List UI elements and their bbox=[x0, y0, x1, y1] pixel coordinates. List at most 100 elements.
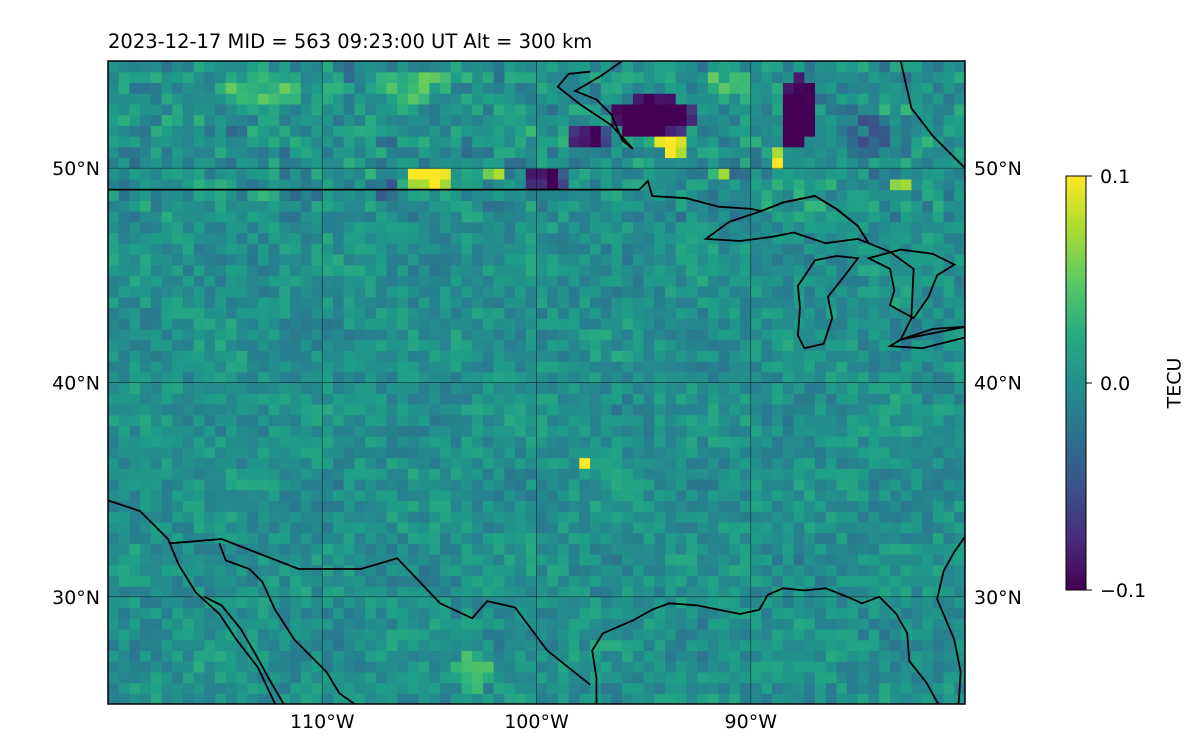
tec-cell bbox=[129, 468, 141, 480]
tec-cell bbox=[750, 607, 763, 619]
tec-cell bbox=[354, 446, 366, 459]
tec-cell bbox=[268, 61, 280, 73]
tec-cell bbox=[782, 328, 795, 341]
tec-cell bbox=[108, 211, 120, 223]
tec-cell bbox=[643, 682, 655, 694]
tec-cell bbox=[579, 682, 591, 694]
tec-cell bbox=[600, 243, 613, 255]
tec-cell bbox=[750, 553, 763, 566]
tec-cell bbox=[257, 168, 270, 180]
tec-cell bbox=[922, 414, 934, 426]
tec-cell bbox=[118, 607, 131, 619]
tec-cell bbox=[440, 468, 452, 480]
tec-cell bbox=[536, 489, 548, 501]
tec-cell bbox=[279, 500, 291, 512]
tec-cell bbox=[332, 639, 345, 652]
tec-cell bbox=[718, 446, 730, 459]
tec-cell bbox=[611, 618, 623, 630]
tec-cell bbox=[418, 103, 430, 116]
tec-cell bbox=[386, 93, 398, 105]
tec-cell bbox=[654, 296, 666, 309]
tec-cell bbox=[161, 618, 173, 630]
tec-cell bbox=[236, 178, 248, 191]
tec-cell bbox=[825, 296, 838, 309]
tec-cell bbox=[461, 275, 473, 287]
tec-cell bbox=[804, 489, 816, 501]
tec-cell bbox=[579, 286, 591, 298]
tec-cell bbox=[290, 328, 302, 341]
tec-cell bbox=[450, 436, 463, 448]
tec-cell bbox=[440, 168, 452, 180]
tec-cell bbox=[772, 575, 784, 587]
tec-cell bbox=[643, 575, 655, 587]
tec-cell bbox=[900, 596, 913, 609]
tec-cell bbox=[204, 328, 216, 341]
tec-cell bbox=[611, 61, 623, 73]
tec-cell bbox=[900, 478, 913, 491]
tec-cell bbox=[290, 511, 302, 523]
tec-cell bbox=[332, 221, 345, 234]
tec-cell bbox=[579, 361, 591, 373]
tec-cell bbox=[225, 607, 238, 619]
tec-grid bbox=[108, 61, 965, 704]
tec-cell bbox=[311, 328, 323, 341]
tec-cell bbox=[332, 693, 345, 704]
tec-cell bbox=[600, 500, 613, 512]
tec-cell bbox=[450, 478, 463, 491]
tec-cell bbox=[440, 178, 452, 191]
tec-cell bbox=[590, 339, 602, 351]
tec-cell bbox=[354, 339, 366, 351]
tec-cell bbox=[836, 71, 848, 84]
tec-cell bbox=[622, 468, 634, 480]
tec-cell bbox=[322, 296, 334, 309]
tec-cell bbox=[172, 511, 184, 523]
tec-cell bbox=[622, 275, 634, 287]
tec-cell bbox=[815, 403, 827, 416]
tec-cell bbox=[193, 296, 206, 309]
tec-cell bbox=[118, 553, 131, 566]
tec-cell bbox=[161, 628, 173, 641]
tec-cell bbox=[386, 71, 398, 84]
tec-cell bbox=[718, 93, 730, 105]
tec-cell bbox=[590, 425, 602, 437]
tec-cell bbox=[643, 543, 655, 555]
tec-cell bbox=[622, 103, 634, 116]
tec-cell bbox=[493, 232, 505, 244]
tec-cell bbox=[557, 189, 570, 201]
tec-cell bbox=[161, 328, 173, 341]
tec-cell bbox=[911, 425, 923, 437]
tec-cell bbox=[911, 71, 923, 84]
tec-cell bbox=[332, 361, 345, 373]
tec-cell bbox=[782, 575, 795, 587]
tec-cell bbox=[890, 596, 902, 609]
tec-cell bbox=[536, 61, 548, 73]
tec-cell bbox=[429, 628, 441, 641]
tec-cell bbox=[193, 125, 206, 137]
tec-cell bbox=[740, 382, 752, 394]
tec-cell bbox=[761, 607, 773, 619]
tec-cell bbox=[140, 232, 152, 244]
tec-cell bbox=[890, 436, 902, 448]
tec-cell bbox=[632, 414, 645, 426]
tec-cell bbox=[857, 103, 870, 116]
tec-cell bbox=[847, 478, 859, 491]
tec-cell bbox=[140, 478, 152, 491]
tec-cell bbox=[118, 511, 131, 523]
tec-cell bbox=[836, 189, 848, 201]
tec-cell bbox=[515, 275, 527, 287]
tec-cell bbox=[343, 328, 355, 341]
tec-cell bbox=[354, 500, 366, 512]
tec-cell bbox=[836, 478, 848, 491]
tec-cell bbox=[343, 350, 355, 362]
tec-cell bbox=[279, 661, 291, 673]
tec-cell bbox=[654, 178, 666, 191]
tec-cell bbox=[290, 403, 302, 416]
tec-cell bbox=[857, 393, 870, 405]
tec-cell bbox=[279, 682, 291, 694]
tec-cell bbox=[493, 114, 505, 126]
tec-cell bbox=[515, 682, 527, 694]
tec-cell bbox=[140, 71, 152, 84]
tec-cell bbox=[418, 178, 430, 191]
tec-cell bbox=[815, 393, 827, 405]
tec-cell bbox=[332, 414, 345, 426]
